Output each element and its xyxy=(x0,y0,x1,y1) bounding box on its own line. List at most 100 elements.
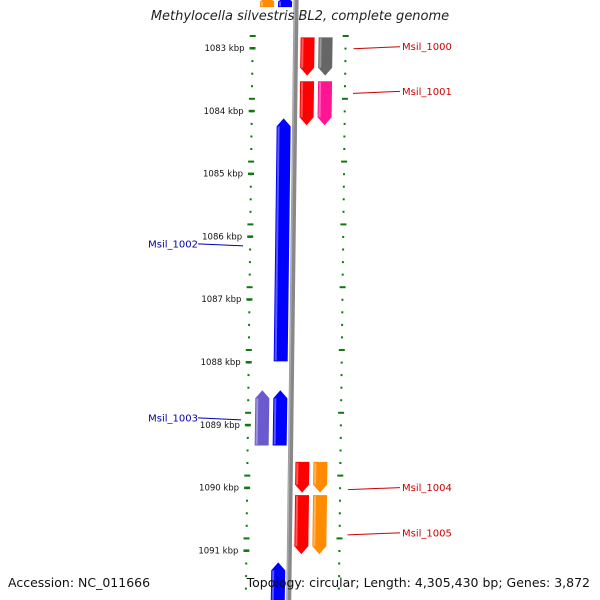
gene-feature xyxy=(312,495,328,555)
ring-tick xyxy=(341,97,348,100)
ring-tick xyxy=(246,286,253,289)
ring-tick xyxy=(250,148,253,150)
scale-tick-label: 1085 kbp xyxy=(203,170,243,180)
gene-label-leader xyxy=(197,243,244,247)
gene-label-leader xyxy=(353,46,401,50)
ring-tick xyxy=(248,311,251,314)
gene-feature xyxy=(317,81,333,126)
ring-tick xyxy=(344,60,347,63)
scale-tick-mark xyxy=(246,298,253,301)
gene-label: Msil_1003 xyxy=(148,413,198,424)
ring-tick xyxy=(245,562,248,565)
scale-tick-label: 1087 kbp xyxy=(201,295,241,305)
ring-tick xyxy=(339,487,342,490)
ring-tick xyxy=(343,110,346,113)
ring-tick xyxy=(339,286,346,289)
backbone-line xyxy=(286,0,299,600)
scale-tick-mark xyxy=(243,549,250,552)
ring-tick xyxy=(342,35,349,37)
scale-tick-mark xyxy=(244,486,251,490)
gene-feature xyxy=(272,390,288,446)
scale-tick-label: 1086 kbp xyxy=(202,232,242,242)
gene-label: Msil_1001 xyxy=(402,87,452,98)
ring-tick xyxy=(344,85,346,88)
scale-tick-label: 1090 kbp xyxy=(199,484,239,494)
ring-tick xyxy=(343,122,346,125)
gene-feature xyxy=(295,461,310,493)
ring-tick xyxy=(243,537,250,540)
ring-tick xyxy=(248,323,251,326)
ring-tick xyxy=(251,60,254,63)
ring-tick xyxy=(343,148,346,150)
gene-label-leader xyxy=(352,90,401,94)
gene-feature-highlight xyxy=(318,82,322,118)
gene-feature-highlight xyxy=(274,126,280,361)
ring-tick xyxy=(248,97,255,100)
ring-tick xyxy=(245,349,252,351)
gene-label: Msil_1002 xyxy=(148,239,198,250)
ring-tick xyxy=(342,185,345,188)
gene-feature xyxy=(270,562,286,600)
ring-tick xyxy=(248,336,250,339)
ring-tick xyxy=(338,411,345,414)
ring-tick xyxy=(341,323,344,326)
ring-tick xyxy=(336,537,343,540)
gene-feature xyxy=(254,390,270,446)
gene-label-leader xyxy=(347,532,401,536)
ring-tick xyxy=(246,499,248,502)
scale-tick-mark xyxy=(245,361,252,364)
ring-tick xyxy=(338,512,341,515)
gene-labels: Msil_1000 Msil_1001 Msil_1002 Msil_1003 Msil… xyxy=(148,42,452,539)
ring-tick xyxy=(338,524,341,527)
ring-tick xyxy=(340,374,343,377)
ring-tick xyxy=(342,198,345,201)
gene-feature-highlight xyxy=(295,496,299,547)
ring-tick xyxy=(340,223,347,226)
gene-feature xyxy=(259,0,275,8)
ring-tick xyxy=(338,349,345,351)
ring-tick xyxy=(341,160,348,163)
ring-tick xyxy=(248,261,251,264)
gene-feature-highlight xyxy=(300,82,304,118)
ring-tick xyxy=(340,399,343,402)
ring-tick xyxy=(246,449,249,452)
ring-tick xyxy=(342,236,345,238)
accession-text: Accession: NC_011666 xyxy=(8,575,151,590)
scale-tick-mark xyxy=(248,172,254,176)
gene-label-leader xyxy=(197,417,242,421)
gene-label: Msil_1004 xyxy=(402,483,452,494)
gene-feature-highlight xyxy=(271,570,275,600)
scale-tick-label: 1083 kbp xyxy=(204,44,244,54)
ring-tick xyxy=(247,374,250,377)
ring-tick xyxy=(338,550,341,552)
ring-tick xyxy=(245,575,248,578)
scale-tick-label: 1091 kbp xyxy=(198,546,238,556)
ring-tick xyxy=(341,336,343,339)
gene-feature xyxy=(299,81,315,126)
backbone-highlight xyxy=(286,0,296,600)
ring-tick xyxy=(337,587,340,590)
gene-feature xyxy=(300,37,315,76)
scale-tick-mark xyxy=(244,423,251,427)
ring-tick xyxy=(244,474,251,477)
ring-tick xyxy=(247,386,250,389)
gene-feature-highlight xyxy=(255,398,259,445)
gene-feature-highlight xyxy=(313,496,317,547)
ring-tick xyxy=(339,436,342,439)
ring-tick xyxy=(339,499,341,502)
ring-tick xyxy=(338,562,341,565)
ring-tick xyxy=(247,399,250,402)
ring-tick xyxy=(342,210,345,213)
scale-tick-mark xyxy=(248,109,255,113)
ring-tick xyxy=(249,210,252,213)
gene-label: Msil_1000 xyxy=(402,42,452,53)
genome-backbone xyxy=(286,0,299,600)
ring-tick xyxy=(249,35,256,37)
ring-tick xyxy=(247,223,254,226)
scale-tick-label: 1088 kbp xyxy=(201,358,241,368)
ring-tick xyxy=(245,411,252,414)
ring-tick xyxy=(250,135,253,138)
ring-tick xyxy=(245,524,248,527)
ring-tick xyxy=(249,185,252,188)
